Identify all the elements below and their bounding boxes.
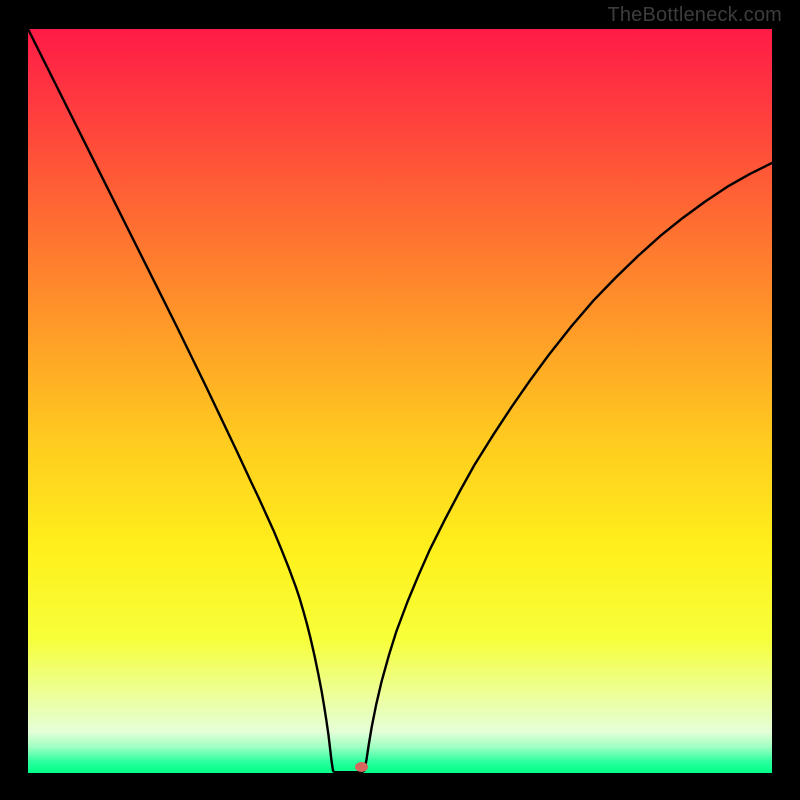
watermark-text: TheBottleneck.com (607, 4, 782, 27)
bottleneck-curve (28, 29, 772, 773)
chart-plot-area (28, 29, 772, 773)
